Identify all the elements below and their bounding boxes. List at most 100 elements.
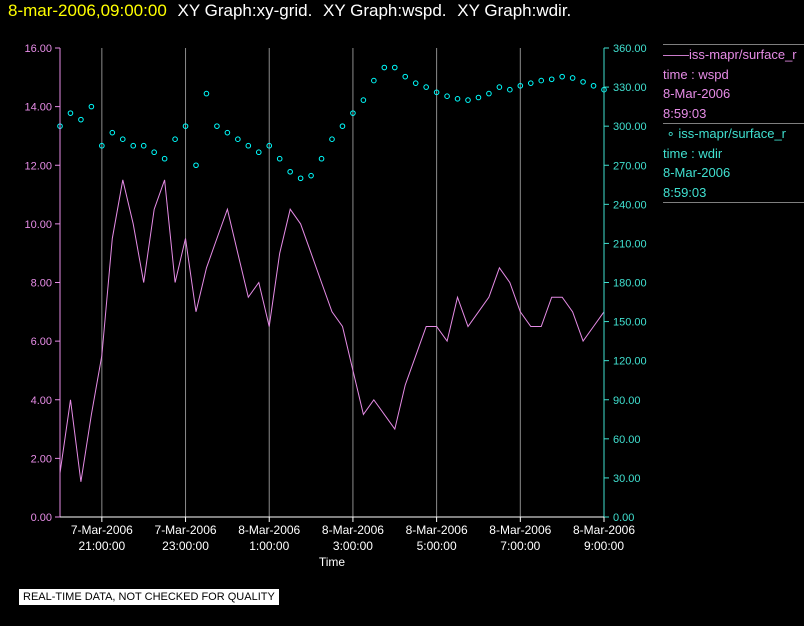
right-tick-label: 270.00 xyxy=(613,160,647,172)
left-tick-label: 6.00 xyxy=(31,336,52,348)
legend-divider xyxy=(663,123,804,124)
wdir-point xyxy=(266,142,273,149)
left-tick-label: 4.00 xyxy=(31,395,52,407)
right-tick-label: 150.00 xyxy=(613,317,647,329)
wdir-point xyxy=(496,84,503,90)
wdir-point xyxy=(78,116,84,123)
wdir-point xyxy=(193,162,199,169)
legend: ——iss-mapr/surface_r time : wspd 8-Mar-2… xyxy=(663,44,804,203)
x-tick-date: 8-Mar-2006 xyxy=(406,523,468,537)
wdir-point xyxy=(360,97,367,103)
x-tick-time: 21:00:00 xyxy=(78,539,125,553)
x-tick-time: 9:00:00 xyxy=(584,539,624,553)
timestamp: 8-mar-2006,09:00:00 xyxy=(8,1,167,20)
x-tick-time: 1:00:00 xyxy=(249,539,289,553)
x-tick-date: 8-Mar-2006 xyxy=(238,523,300,537)
x-tick-date: 8-Mar-2006 xyxy=(573,523,635,537)
wdir-point xyxy=(276,155,283,162)
wdir-point xyxy=(287,168,293,175)
x-axis-label: Time xyxy=(319,555,346,569)
wdir-point xyxy=(308,172,314,179)
wdir-point xyxy=(590,82,597,89)
wdir-point xyxy=(350,110,356,116)
wdir-point xyxy=(182,123,189,129)
wdir-point xyxy=(433,89,440,96)
wdir-point xyxy=(527,80,534,86)
legend-wspd-line-3: 8:59:03 xyxy=(663,105,707,121)
wdir-point xyxy=(444,93,450,100)
wdir-point xyxy=(569,75,576,81)
right-tick-label: 90.00 xyxy=(613,395,641,407)
wdir-point xyxy=(88,103,95,110)
legend-wspd-line-1: time : wspd xyxy=(663,66,729,82)
wdir-point xyxy=(203,90,210,97)
right-tick-label: 360.00 xyxy=(613,43,647,55)
right-tick-label: 30.00 xyxy=(613,473,641,485)
legend-wdir-line-2: 8-Mar-2006 xyxy=(663,165,731,180)
wdir-point xyxy=(245,142,252,149)
wdir-point xyxy=(580,79,586,85)
wdir-point xyxy=(235,136,241,142)
left-tick-label: 16.00 xyxy=(24,43,52,55)
x-tick-date: 8-Mar-2006 xyxy=(322,523,384,537)
wdir-point xyxy=(67,110,74,116)
legend-line-marker: —— xyxy=(663,47,689,62)
wdir-point xyxy=(402,73,409,80)
left-tick-label: 2.00 xyxy=(31,453,52,465)
legend-wdir-line-1: time : wdir xyxy=(663,145,723,161)
wdir-point xyxy=(329,136,335,142)
legend-wspd-line-2: 8-Mar-2006 xyxy=(663,86,731,101)
left-tick-label: 8.00 xyxy=(31,278,52,290)
wdir-point xyxy=(297,175,304,182)
wspd-series-line xyxy=(59,179,605,482)
wdir-point xyxy=(381,64,388,71)
wdir-point xyxy=(517,82,524,89)
wdir-point xyxy=(318,155,325,162)
header: 8-mar-2006,09:00:00 XY Graph:xy-grid. XY… xyxy=(8,1,571,21)
wdir-point xyxy=(559,73,565,80)
left-tick-label: 12.00 xyxy=(24,160,52,172)
wdir-point xyxy=(130,142,137,149)
legend-divider xyxy=(663,202,804,203)
wdir-point xyxy=(151,149,157,156)
right-tick-label: 0.00 xyxy=(613,512,634,524)
wdir-point xyxy=(475,94,482,101)
x-tick-date: 7-Mar-2006 xyxy=(155,523,217,537)
x-tick-date: 8-Mar-2006 xyxy=(489,523,551,537)
wdir-point xyxy=(454,96,461,102)
wdir-point xyxy=(339,123,346,129)
graph-title-wdir: XY Graph:wdir. xyxy=(457,1,572,20)
legend-wspd-name: iss-mapr/surface_r xyxy=(689,47,797,62)
left-tick-label: 14.00 xyxy=(24,102,52,114)
wdir-point xyxy=(548,76,555,83)
wdir-point xyxy=(119,136,126,142)
wdir-point xyxy=(255,149,262,156)
right-tick-label: 240.00 xyxy=(613,199,647,211)
right-tick-label: 120.00 xyxy=(613,356,647,368)
wdir-point xyxy=(109,129,116,136)
graph-title-wspd: XY Graph:wspd. xyxy=(323,1,447,20)
left-tick-label: 10.00 xyxy=(24,219,52,231)
wdir-point xyxy=(465,97,471,103)
wdir-point xyxy=(224,129,231,136)
x-tick-time: 23:00:00 xyxy=(162,539,209,553)
wdir-point xyxy=(140,142,147,149)
wdir-point xyxy=(161,155,168,162)
x-tick-time: 7:00:00 xyxy=(500,539,540,553)
wdir-point xyxy=(99,142,105,149)
right-tick-label: 60.00 xyxy=(613,434,641,446)
legend-wdir-line-3: 8:59:03 xyxy=(663,184,707,200)
legend-circle-marker: ∘ xyxy=(663,126,679,141)
legend-wspd-entry: ——iss-mapr/surface_r xyxy=(663,45,804,65)
left-tick-label: 0.00 xyxy=(31,512,52,524)
wdir-point xyxy=(507,86,513,93)
x-tick-time: 5:00:00 xyxy=(417,539,457,553)
legend-divider xyxy=(663,44,804,45)
wdir-point xyxy=(214,123,220,129)
right-tick-label: 330.00 xyxy=(613,82,647,94)
wdir-point xyxy=(423,84,429,90)
wdir-point xyxy=(172,136,178,142)
quality-disclaimer: REAL-TIME DATA, NOT CHECKED FOR QUALITY xyxy=(19,589,279,605)
x-tick-time: 3:00:00 xyxy=(333,539,373,553)
